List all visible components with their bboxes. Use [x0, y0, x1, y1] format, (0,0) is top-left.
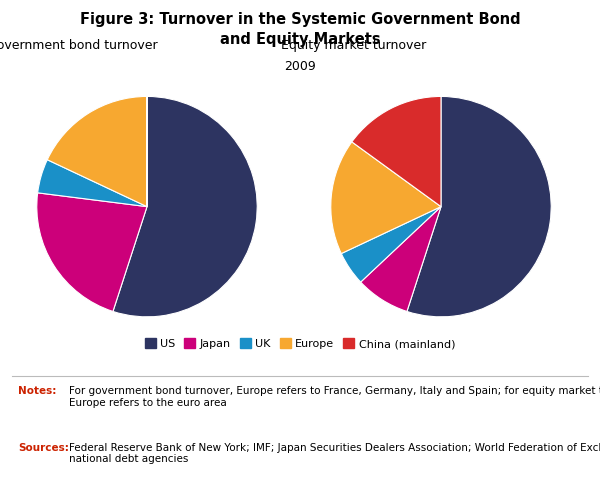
Wedge shape: [113, 96, 257, 317]
Wedge shape: [361, 207, 441, 311]
Text: Sources:: Sources:: [18, 443, 69, 453]
Wedge shape: [37, 193, 147, 311]
Text: For government bond turnover, Europe refers to France, Germany, Italy and Spain;: For government bond turnover, Europe ref…: [69, 386, 600, 408]
Text: 2009: 2009: [284, 60, 316, 73]
Wedge shape: [352, 96, 441, 207]
Wedge shape: [38, 160, 147, 207]
Text: Notes:: Notes:: [18, 386, 56, 396]
Text: Government bond turnover: Government bond turnover: [0, 39, 158, 53]
Text: Equity market turnover: Equity market turnover: [281, 39, 427, 53]
Wedge shape: [341, 207, 441, 282]
Text: Figure 3: Turnover in the Systemic Government Bond
and Equity Markets: Figure 3: Turnover in the Systemic Gover…: [80, 12, 520, 47]
Wedge shape: [407, 96, 551, 317]
Text: Federal Reserve Bank of New York; IMF; Japan Securities Dealers Association; Wor: Federal Reserve Bank of New York; IMF; J…: [69, 443, 600, 464]
Wedge shape: [47, 96, 147, 207]
Wedge shape: [331, 142, 441, 253]
Legend: US, Japan, UK, Europe, China (mainland): US, Japan, UK, Europe, China (mainland): [140, 334, 460, 354]
